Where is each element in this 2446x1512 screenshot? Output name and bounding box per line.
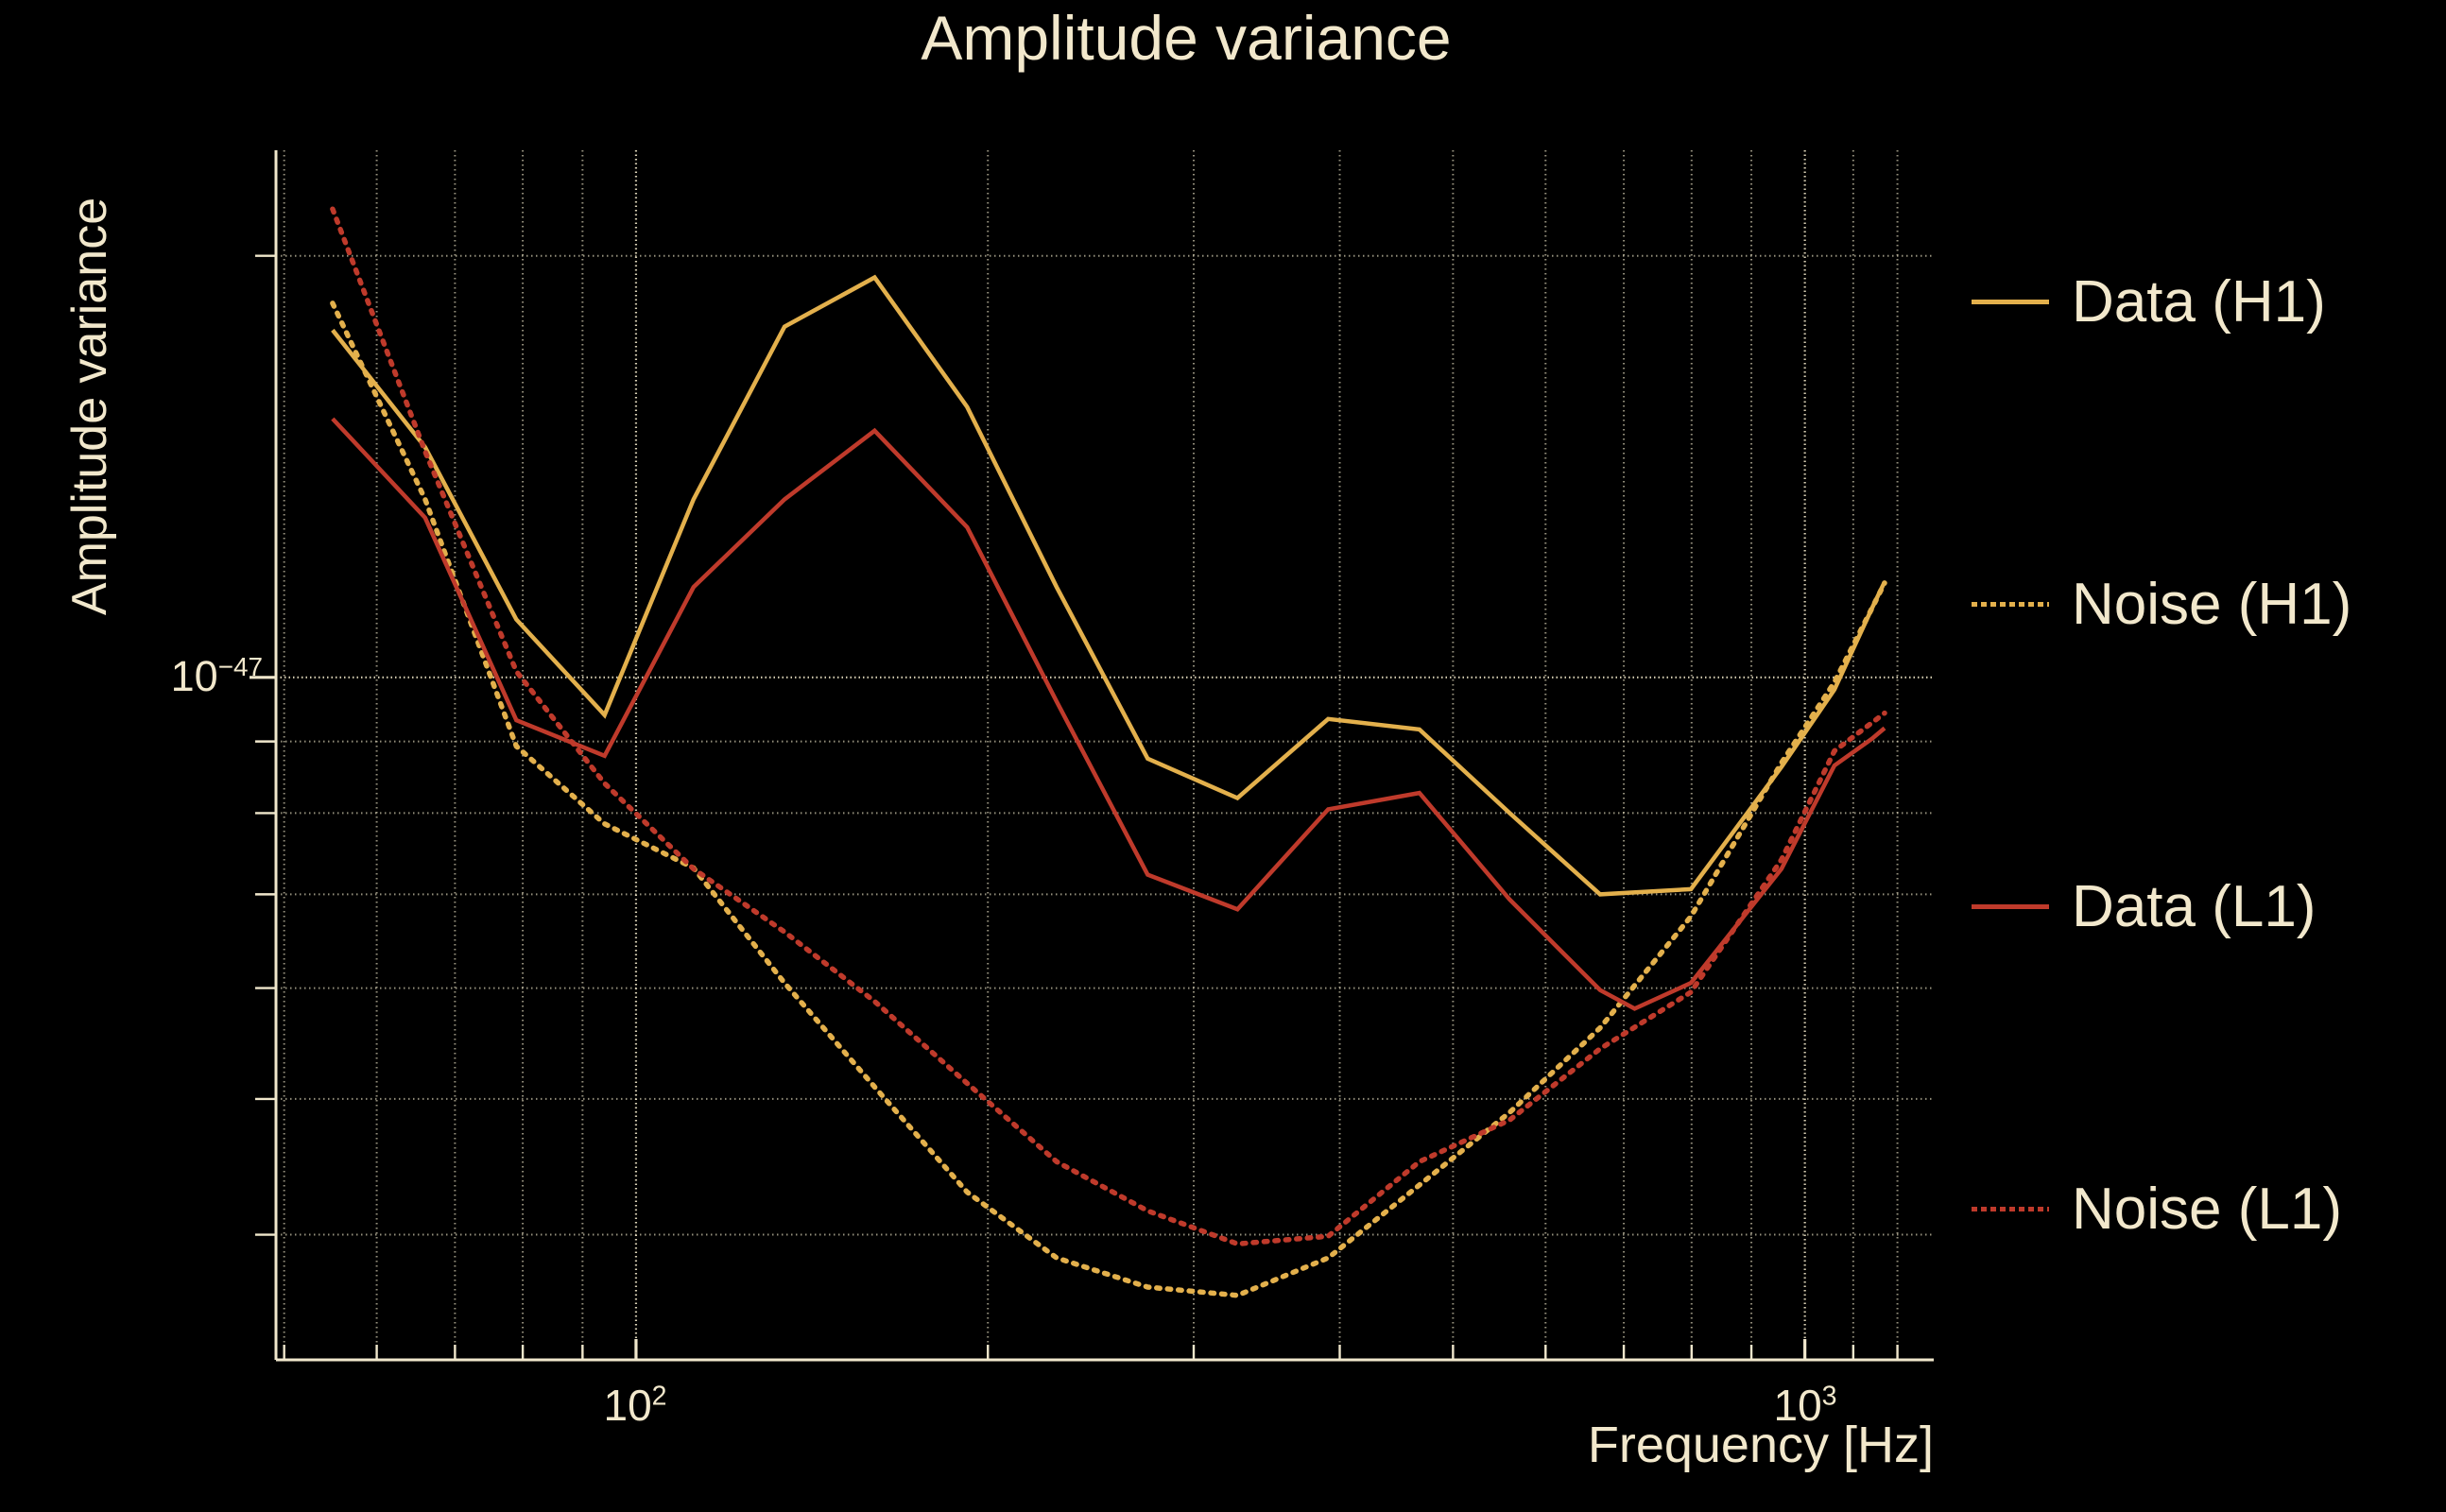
- legend-label-data-l1: Data (L1): [2072, 873, 2317, 939]
- legend-label-noise-h1: Noise (H1): [2072, 571, 2352, 637]
- axis-ticks: [250, 254, 1899, 1360]
- chart-title: Amplitude variance: [921, 3, 1452, 73]
- data-series: [330, 206, 1887, 1298]
- legend-item-noise-l1: Noise (L1): [1972, 1176, 2342, 1242]
- x-tick-label-100: 102: [603, 1381, 667, 1430]
- x-tick-label-1000: 103: [1773, 1381, 1837, 1430]
- curve-noise-l1: [330, 206, 1887, 1247]
- legend-item-noise-h1: Noise (H1): [1972, 571, 2351, 637]
- legend-item-data-l1: Data (L1): [1972, 873, 2316, 939]
- legend-item-data-h1: Data (H1): [1972, 268, 2326, 335]
- axis-spines: [274, 150, 1934, 1362]
- legend-swatch-data-l1: [1972, 903, 2049, 909]
- legend-label-data-h1: Data (H1): [2072, 268, 2326, 335]
- legend-label-noise-l1: Noise (L1): [2072, 1176, 2342, 1242]
- legend-swatch-data-h1: [1972, 299, 2049, 304]
- curve-data-l1: [331, 417, 1886, 1011]
- legend-swatch-noise-l1: [1972, 1206, 2049, 1211]
- legend-swatch-noise-h1: [1972, 601, 2049, 607]
- x-axis-label: Frequency [Hz]: [1587, 1417, 1934, 1473]
- curve-noise-h1: [330, 301, 1887, 1298]
- y-tick-label-1e-47: 10−47: [170, 652, 263, 700]
